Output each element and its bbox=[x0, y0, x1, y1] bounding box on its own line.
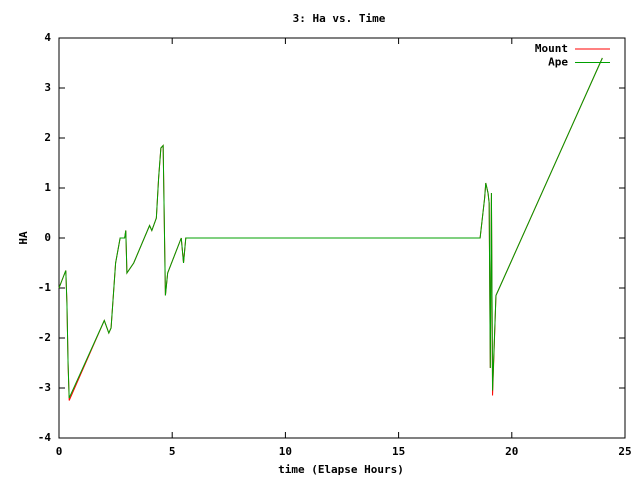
series-line bbox=[58, 57, 603, 401]
y-axis-label: HA bbox=[17, 231, 30, 245]
x-tick-label: 0 bbox=[56, 445, 63, 458]
y-tick-label: -4 bbox=[38, 431, 52, 444]
x-tick-label: 5 bbox=[169, 445, 176, 458]
y-tick-label: -3 bbox=[38, 381, 51, 394]
legend-label: Ape bbox=[548, 56, 568, 69]
series-line bbox=[58, 57, 603, 399]
x-tick-label: 20 bbox=[505, 445, 518, 458]
x-tick-label: 25 bbox=[618, 445, 631, 458]
y-tick-label: 2 bbox=[44, 131, 51, 144]
y-tick-label: 1 bbox=[44, 181, 51, 194]
y-tick-label: 0 bbox=[44, 231, 51, 244]
legend-label: Mount bbox=[535, 42, 568, 55]
y-tick-label: 3 bbox=[44, 81, 51, 94]
y-tick-label: -2 bbox=[38, 331, 51, 344]
x-tick-label: 15 bbox=[392, 445, 405, 458]
y-tick-label: 4 bbox=[44, 31, 51, 44]
chart-title: 3: Ha vs. Time bbox=[293, 12, 386, 25]
x-tick-label: 10 bbox=[279, 445, 292, 458]
x-axis-label: time (Elapse Hours) bbox=[278, 463, 404, 476]
y-tick-label: -1 bbox=[38, 281, 52, 294]
